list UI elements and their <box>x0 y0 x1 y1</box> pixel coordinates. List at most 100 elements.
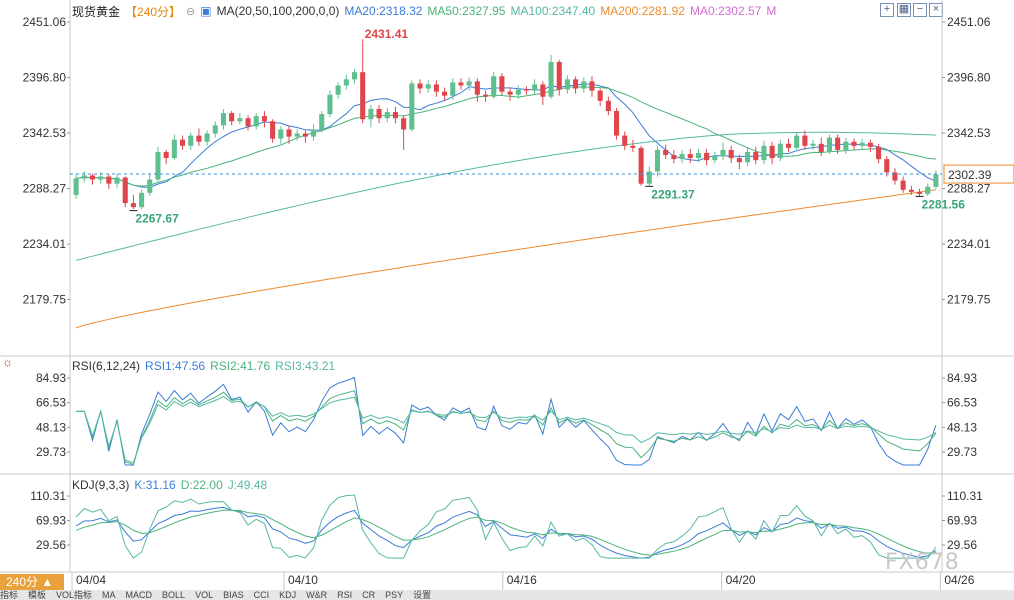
candle-body <box>597 90 603 101</box>
ma-settings-icon[interactable]: ▣ <box>200 4 212 18</box>
candle-body <box>810 143 816 146</box>
candle-body <box>425 84 431 89</box>
candle-body <box>147 179 153 193</box>
rsi-label-left: 29.73 <box>36 445 66 459</box>
gear-icon[interactable]: ☼ <box>2 355 13 369</box>
rsi-header: RSI(6,12,24) RSI1:47.56 RSI2:41.76 RSI3:… <box>72 359 335 373</box>
candle-body <box>777 143 783 159</box>
candle-body <box>433 84 439 92</box>
rsi3-value: RSI3:43.21 <box>275 359 336 373</box>
rsi-label-right: 84.93 <box>947 371 977 385</box>
candle-body <box>450 82 456 96</box>
bottom-tab-4[interactable]: MACD <box>125 590 153 600</box>
period-button[interactable]: 240分 ▲ <box>0 574 64 590</box>
symbol-name[interactable]: 现货黄金 <box>72 4 121 19</box>
price-label-left: 2396.80 <box>23 70 67 84</box>
ma-label: MA(20,50,100,200,0,0) <box>216 4 340 18</box>
j-value: J:49.48 <box>227 478 268 492</box>
zoom-icon[interactable]: ▦ <box>897 3 911 17</box>
kdj-header: KDJ(9,3,3) K:31.16 D:22.00 J:49.48 <box>72 478 267 492</box>
rsi1-value: RSI1:47.56 <box>145 359 206 373</box>
rsi-label-right: 66.53 <box>947 396 977 410</box>
kdj-label-right: 110.31 <box>947 489 983 503</box>
price-label-right: 2288.27 <box>947 182 991 196</box>
bottom-tab-3[interactable]: MA <box>102 590 116 600</box>
kdj-label-right: 69.93 <box>947 514 977 528</box>
kdj-label-right: 29.56 <box>947 538 977 552</box>
j-line <box>75 494 937 559</box>
date-label: 04/26 <box>944 573 974 587</box>
candle-body <box>802 135 808 146</box>
crosshair-icon[interactable]: + <box>880 3 894 17</box>
bottom-tab-13[interactable]: PSY <box>385 590 404 600</box>
candle-body <box>818 143 824 152</box>
price-label-right: 2342.53 <box>947 126 991 140</box>
bottom-tab-7[interactable]: BIAS <box>223 590 244 600</box>
candle-body <box>311 129 317 137</box>
candle-body <box>343 79 349 86</box>
bottom-tab-9[interactable]: KDJ <box>279 590 297 600</box>
bottom-tab-5[interactable]: BOLL <box>162 590 186 600</box>
candle-body <box>859 142 865 146</box>
candle-body <box>876 146 882 160</box>
candle-body <box>605 100 611 112</box>
bottom-tab-2[interactable]: VOL指标 <box>56 590 93 600</box>
price-label-right: 2179.75 <box>947 293 991 307</box>
bottom-tab-1[interactable]: 模板 <box>28 590 47 600</box>
kdj-label: KDJ(9,3,3) <box>72 478 130 492</box>
period-label[interactable]: 【240分】 <box>125 4 182 19</box>
current-price-tag <box>943 164 1014 184</box>
bottom-tabbar: 指标 模板 VOL指标 MA MACD BOLL VOL BIAS CCI KDJ W&R RSI CR… <box>0 590 1014 600</box>
candle-body <box>826 137 832 152</box>
candle-body <box>491 76 497 97</box>
ma200-line <box>75 189 936 329</box>
candle-body <box>163 151 169 159</box>
candle-body <box>253 116 259 127</box>
candle-body <box>900 180 906 190</box>
candle-body <box>671 155 677 160</box>
candle-body <box>474 81 480 95</box>
d-line <box>75 509 936 556</box>
bottom-tab-12[interactable]: CR <box>362 590 376 600</box>
candle-body <box>646 171 652 184</box>
minimize-icon[interactable]: − <box>913 3 927 17</box>
candle-body <box>884 159 890 173</box>
bottom-tab-0[interactable]: 指标 <box>0 590 19 600</box>
minus-icon[interactable]: ⊖ <box>186 5 196 18</box>
candle-body <box>908 189 914 192</box>
rsi1-line <box>76 376 937 466</box>
candle-body <box>220 113 227 126</box>
candle-body <box>302 133 308 137</box>
low-annotation: 2281.56 <box>922 197 966 211</box>
candle-body <box>556 61 562 90</box>
bottom-tab-8[interactable]: CCI <box>253 590 270 600</box>
candle-body <box>728 149 734 159</box>
d-value: D:22.00 <box>180 478 223 492</box>
candle-body <box>261 116 267 122</box>
candle-body <box>892 172 898 181</box>
bottom-tab-11[interactable]: RSI <box>337 590 353 600</box>
bottom-tab-6[interactable]: VOL <box>195 590 214 600</box>
candle-body <box>736 158 742 163</box>
ma200-value: MA200:2281.92 <box>600 4 685 18</box>
candle-body <box>245 118 251 127</box>
candle-body <box>130 203 136 208</box>
price-label-left: 2234.01 <box>23 237 67 251</box>
rsi-label-left: 66.53 <box>36 396 66 410</box>
candle-body <box>564 79 570 90</box>
candle-body <box>794 135 800 148</box>
bottom-tab-10[interactable]: W&R <box>306 590 328 600</box>
date-label: 04/20 <box>726 573 756 587</box>
candle-body <box>98 176 104 180</box>
candle-body <box>638 147 644 184</box>
bottom-tab-14[interactable]: 设置 <box>413 590 432 600</box>
candle-body <box>376 109 382 119</box>
candle-body <box>319 114 325 130</box>
kdj-label-left: 29.56 <box>36 538 66 552</box>
candle-body <box>106 176 112 184</box>
candle-body <box>360 72 366 120</box>
candle-body <box>704 152 710 161</box>
candle-body <box>392 112 398 119</box>
candle-body <box>695 152 701 159</box>
